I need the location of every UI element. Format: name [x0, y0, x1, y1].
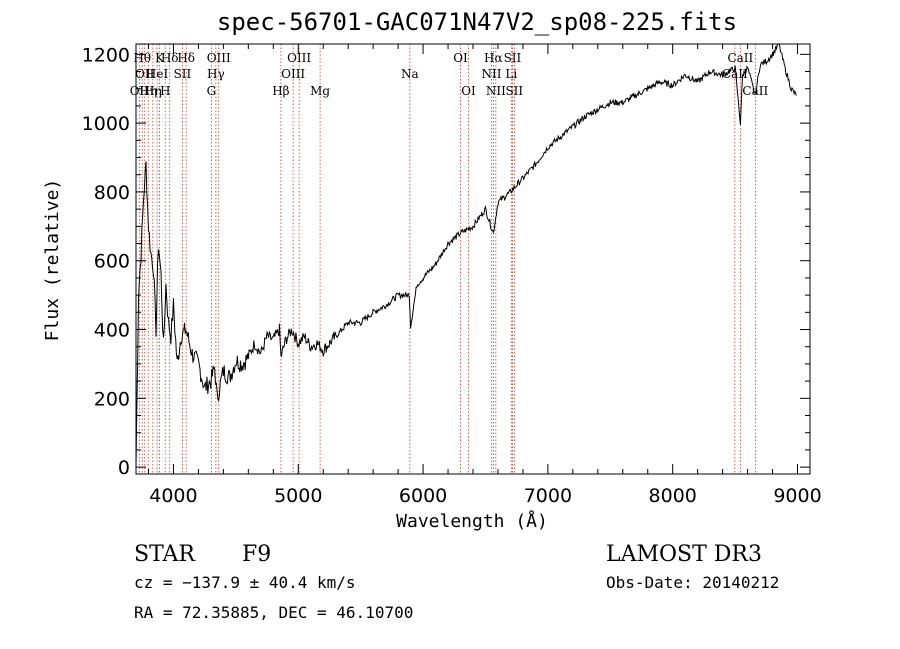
y-axis-label: Flux (relative)	[42, 179, 63, 342]
spectral-line-label: OII	[135, 67, 155, 81]
spectral-line-label: G	[207, 84, 217, 98]
y-tick-label: 200	[94, 388, 130, 410]
spectral-line-markers	[138, 44, 756, 474]
x-tick-label: 5000	[274, 485, 322, 507]
x-axis-label: Wavelength (Å)	[396, 510, 548, 532]
x-tick-label: 9000	[773, 485, 821, 507]
chart-title: spec-56701-GAC071N47V2_sp08-225.fits	[217, 8, 737, 36]
spectral-line-label: OII	[130, 84, 150, 98]
coordinates: RA = 72.35885, DEC = 46.10700	[134, 603, 413, 622]
spectral-line-label: Na	[401, 67, 419, 81]
spectral-line-label: Mg	[310, 84, 330, 98]
y-tick-label: 600	[94, 251, 130, 273]
obs-date: Obs-Date: 20140212	[606, 573, 779, 592]
spectral-line-label: K	[155, 51, 165, 65]
spectral-line-label: Hδ	[177, 51, 195, 65]
spectral-line-label: Hγ	[207, 67, 225, 81]
spectral-line-label: OI	[461, 84, 476, 98]
spectral-line-label: NII	[486, 84, 506, 98]
spectral-line-label: Li	[505, 67, 517, 81]
spectral-line-label: Hδ	[161, 51, 179, 65]
flux-line	[135, 43, 797, 468]
subclass: F9	[242, 542, 271, 567]
spectral-line-labels: OIIHθOIIHηHηHeIKHHδSIIHδGHγOIIIHβOIIIOII…	[130, 51, 769, 98]
x-tick-label: 6000	[399, 485, 447, 507]
y-tick-label: 0	[118, 457, 130, 479]
spectral-line-label: SII	[505, 84, 523, 98]
spectral-line-label: OI	[453, 51, 468, 65]
redshift-readout: cz = −137.9 ± 40.4 km/s	[134, 573, 356, 592]
x-tick-label: 8000	[649, 485, 697, 507]
spectral-line-label: OIII	[287, 51, 311, 65]
plot-frame	[135, 43, 811, 475]
spectral-line-label: CaII	[742, 84, 768, 98]
x-tick-label: 4000	[149, 485, 197, 507]
spectral-line-label: H	[160, 84, 170, 98]
y-tick-label: 400	[94, 320, 130, 342]
spectral-line-label: Hβ	[272, 84, 289, 98]
spectral-line-label: OIII	[207, 51, 231, 65]
y-tick-label: 1200	[82, 44, 130, 66]
x-tick-label: 7000	[524, 485, 572, 507]
spectral-line-label: SII	[504, 51, 522, 65]
x-axis-ticks: 4000 5000 6000 7000 8000 9000	[147, 44, 822, 507]
spectral-line-label: HeI	[146, 67, 169, 81]
spectral-line-label: Hη	[144, 84, 162, 98]
spectral-line-label: SII	[174, 67, 192, 81]
flux-series	[135, 43, 797, 468]
spectral-line-label: Hη	[139, 84, 157, 98]
y-tick-label: 800	[94, 182, 130, 204]
spectral-line-label: OIII	[281, 67, 305, 81]
y-tick-label: 1000	[82, 113, 130, 135]
survey-name: LAMOST DR3	[606, 542, 762, 567]
spectral-line-label: Hα	[484, 51, 503, 65]
y-axis-ticks: 0 200 400 600 800 1000 1200	[82, 44, 810, 479]
spectral-line-label: NII	[481, 67, 501, 81]
spectral-line-label: CaII	[727, 51, 753, 65]
object-class: STAR	[134, 542, 196, 567]
